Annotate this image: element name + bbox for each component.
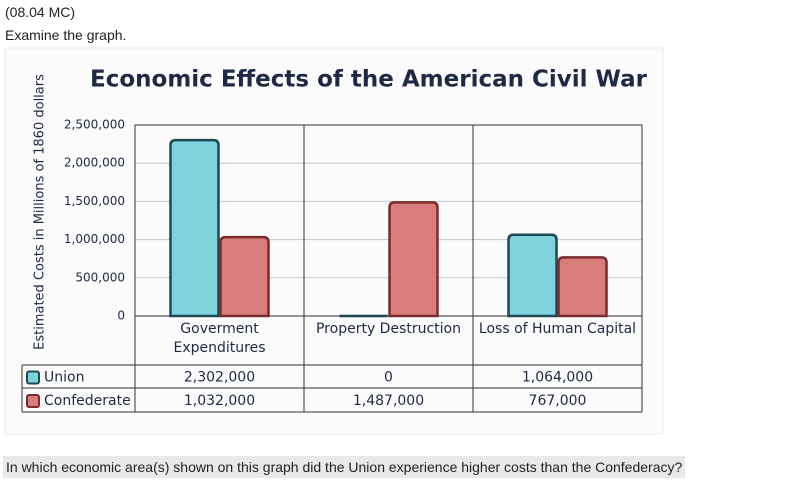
question-header: (08.04 MC) xyxy=(5,4,76,20)
chart-title: Economic Effects of the American Civil W… xyxy=(90,67,648,93)
y-tick-label: 2,500,000 xyxy=(64,118,125,132)
table-value: 1,487,000 xyxy=(353,393,424,409)
bar xyxy=(169,138,220,318)
y-tick-label: 1,500,000 xyxy=(64,194,125,208)
y-tick-label: 0 xyxy=(117,309,125,323)
table-value: 1,064,000 xyxy=(522,370,593,386)
y-tick-label: 2,000,000 xyxy=(64,156,125,170)
x-tick-label: Loss of Human Capital xyxy=(478,321,637,337)
table-value: 0 xyxy=(384,370,393,386)
bar xyxy=(219,235,270,318)
x-tick-label: Goverment Expenditures xyxy=(173,321,266,356)
y-axis-label: Estimated Costs in Millions of 1860 doll… xyxy=(33,74,48,350)
x-tick-label: Property Destruction xyxy=(315,321,461,337)
table-value: 1,032,000 xyxy=(184,393,255,409)
bar xyxy=(388,201,439,318)
question-text: In which economic area(s) shown on this … xyxy=(3,456,686,478)
table-value: 2,302,000 xyxy=(184,370,255,386)
legend-swatch xyxy=(26,394,40,408)
legend-swatch xyxy=(26,370,40,385)
y-tick-label: 1,000,000 xyxy=(64,232,125,246)
bar xyxy=(507,233,558,318)
y-tick-label: 500,000 xyxy=(75,270,125,284)
table-value: 767,000 xyxy=(529,393,587,409)
legend-label: Confederate xyxy=(44,393,131,409)
legend-label: Union xyxy=(44,370,84,386)
instruction: Examine the graph. xyxy=(5,27,127,43)
bar xyxy=(557,256,608,318)
